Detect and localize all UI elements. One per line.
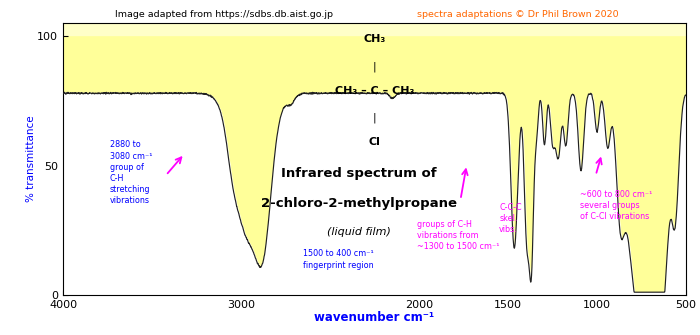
Y-axis label: % transmittance: % transmittance bbox=[26, 116, 36, 202]
Text: Infrared spectrum of: Infrared spectrum of bbox=[281, 167, 437, 180]
Text: C-C-C
skel.
vibs.: C-C-C skel. vibs. bbox=[499, 203, 522, 234]
Text: Cl: Cl bbox=[369, 137, 380, 147]
Text: CH₃: CH₃ bbox=[363, 34, 386, 44]
Text: groups of C-H
vibrations from
~1300 to 1500 cm⁻¹: groups of C-H vibrations from ~1300 to 1… bbox=[417, 219, 499, 251]
Text: 2880 to
3080 cm⁻¹
group of
C-H
stretching
vibrations: 2880 to 3080 cm⁻¹ group of C-H stretchin… bbox=[110, 140, 152, 205]
Text: 1500 to 400 cm⁻¹
fingerprint region: 1500 to 400 cm⁻¹ fingerprint region bbox=[303, 250, 374, 270]
Text: 2-chloro-2-methylpropane: 2-chloro-2-methylpropane bbox=[261, 197, 457, 210]
Text: spectra adaptations © Dr Phil Brown 2020: spectra adaptations © Dr Phil Brown 2020 bbox=[417, 10, 619, 19]
X-axis label: wavenumber cm⁻¹: wavenumber cm⁻¹ bbox=[314, 311, 435, 324]
Text: Image adapted from https://sdbs.db.aist.go.jp: Image adapted from https://sdbs.db.aist.… bbox=[115, 10, 333, 19]
Text: |: | bbox=[372, 113, 377, 124]
Text: ~600 to 800 cm⁻¹
several groups
of C-Cl vibrations: ~600 to 800 cm⁻¹ several groups of C-Cl … bbox=[580, 190, 652, 221]
Text: CH₃ – C – CH₃: CH₃ – C – CH₃ bbox=[335, 86, 414, 96]
Text: |: | bbox=[372, 61, 377, 72]
Text: (liquid film): (liquid film) bbox=[327, 227, 391, 237]
